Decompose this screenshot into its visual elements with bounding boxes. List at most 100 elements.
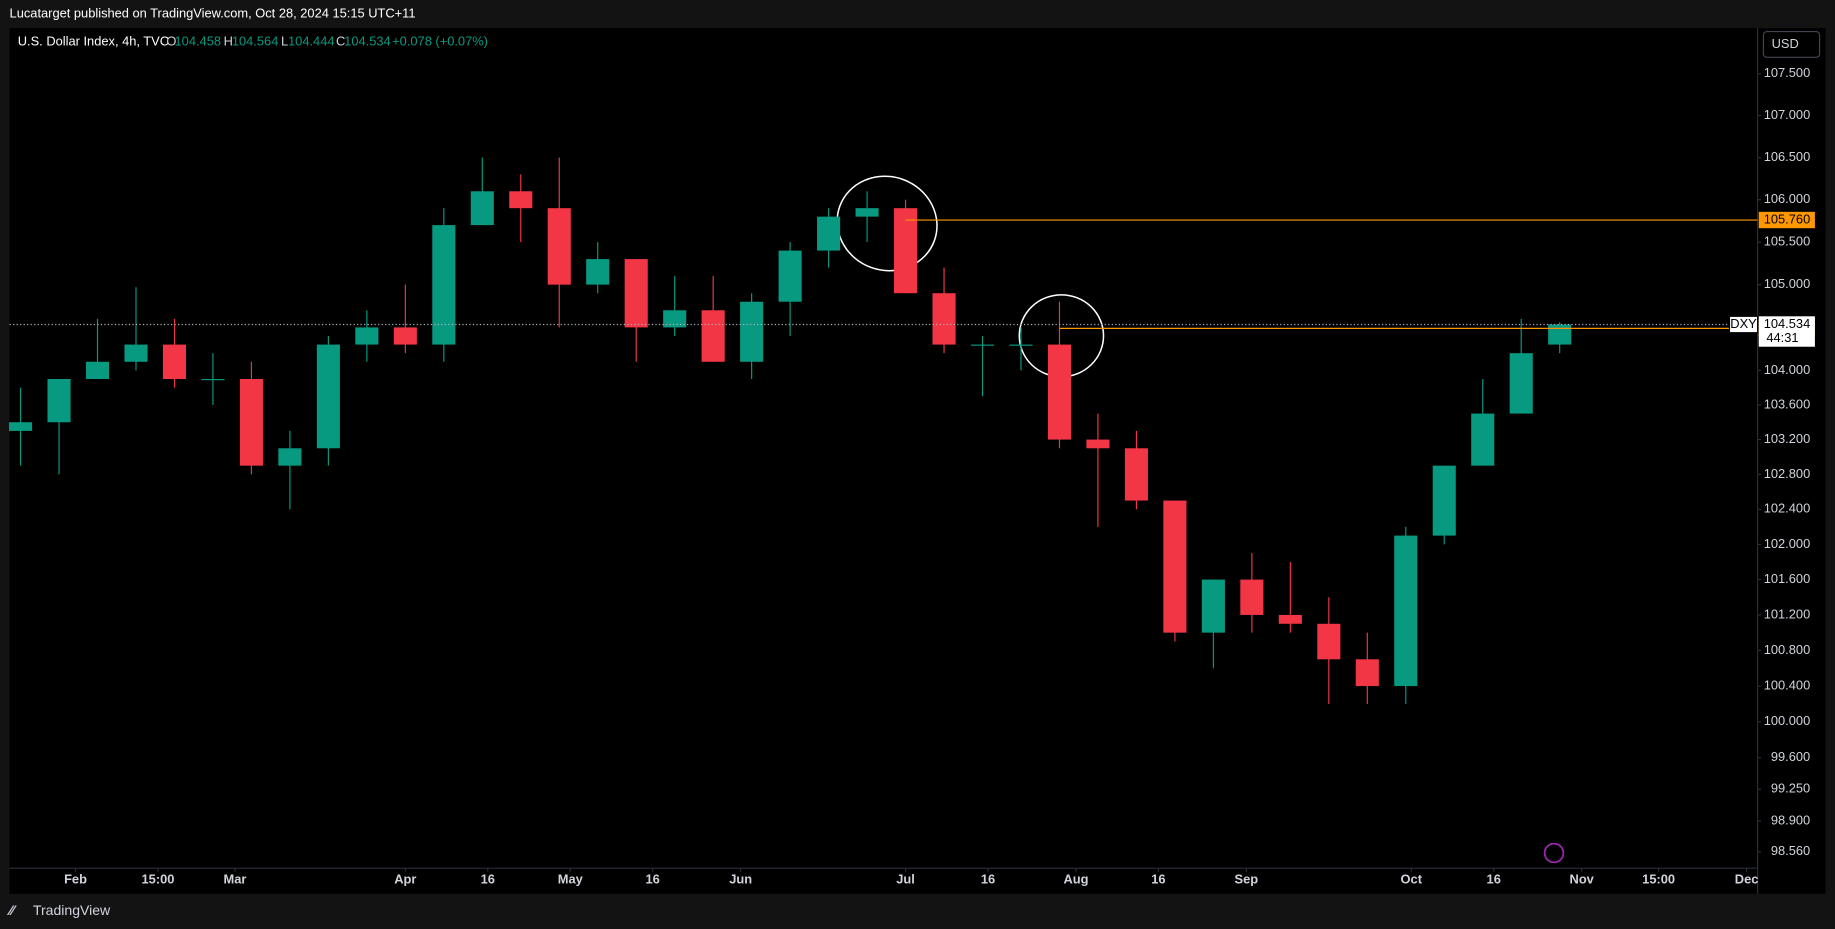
y-tick-label: 103.600 bbox=[1764, 396, 1810, 411]
x-tick-label: May bbox=[558, 871, 584, 886]
circle-annotation bbox=[836, 175, 938, 272]
candle-body bbox=[1201, 579, 1225, 633]
candle-body bbox=[278, 448, 302, 466]
y-tick-label: 98.900 bbox=[1771, 812, 1810, 827]
footer-logo: ⁄⁄ bbox=[7, 902, 17, 918]
candle-body bbox=[624, 259, 648, 328]
x-tick-label: Feb bbox=[64, 871, 87, 886]
y-tick-label: 101.600 bbox=[1764, 571, 1810, 586]
y-tick-label: 107.500 bbox=[1764, 65, 1810, 80]
y-tick-label: 102.000 bbox=[1764, 536, 1810, 551]
candle-body bbox=[1047, 344, 1072, 440]
y-tick-label: 104.000 bbox=[1764, 362, 1810, 377]
candle-body bbox=[355, 327, 379, 345]
candle-body bbox=[1355, 659, 1379, 687]
level-label-box bbox=[1758, 211, 1815, 229]
y-tick-label: 105.500 bbox=[1764, 233, 1810, 248]
l-value: 104.444 bbox=[288, 34, 334, 49]
x-tick-label: Aug bbox=[1063, 871, 1088, 886]
candle-body bbox=[1086, 439, 1110, 449]
x-tick-label: Apr bbox=[394, 871, 416, 886]
candle-body bbox=[894, 208, 918, 294]
y-tick-label: 98.560 bbox=[1771, 843, 1810, 858]
y-tick-label: 106.500 bbox=[1764, 149, 1810, 164]
candle-body bbox=[1509, 353, 1533, 414]
c-label: C bbox=[336, 34, 345, 49]
candle-body bbox=[1278, 614, 1302, 624]
x-tick-label: Sep bbox=[1235, 871, 1259, 886]
candle-body bbox=[932, 293, 956, 345]
o-value: 104.458 bbox=[175, 34, 221, 49]
candle-body bbox=[239, 379, 263, 466]
candle-body bbox=[778, 250, 802, 302]
x-tick-label: 16 bbox=[1151, 871, 1165, 886]
candle-body bbox=[124, 344, 148, 362]
candle-body bbox=[47, 379, 71, 423]
x-tick-label: 16 bbox=[981, 871, 995, 886]
candle-body bbox=[1163, 500, 1187, 633]
y-tick-label: 101.200 bbox=[1764, 606, 1810, 621]
alert-icon[interactable] bbox=[1543, 842, 1565, 864]
x-tick-label: 16 bbox=[1487, 871, 1501, 886]
y-tick-label: 100.000 bbox=[1764, 713, 1810, 728]
candle-body bbox=[1009, 344, 1033, 346]
candle-body bbox=[9, 422, 33, 431]
last-price-box bbox=[1758, 316, 1815, 347]
x-tick-label: Mar bbox=[223, 871, 246, 886]
symbol-box bbox=[1728, 315, 1759, 334]
x-tick-label: 16 bbox=[481, 871, 495, 886]
y-tick-label: 102.800 bbox=[1764, 466, 1810, 481]
x-tick-label: Nov bbox=[1570, 871, 1595, 886]
o-label: O bbox=[166, 34, 176, 49]
y-tick-label: 107.000 bbox=[1764, 107, 1810, 122]
candle-body bbox=[1394, 535, 1418, 687]
y-tick-label: 100.800 bbox=[1764, 642, 1810, 657]
candle-body bbox=[470, 191, 494, 226]
h-value: 104.564 bbox=[232, 34, 278, 49]
candle-body bbox=[586, 259, 610, 285]
candle-body bbox=[1124, 448, 1148, 501]
candle-body bbox=[393, 327, 417, 345]
y-tick-label: 100.400 bbox=[1764, 677, 1810, 692]
l-label: L bbox=[281, 34, 288, 49]
h-label: H bbox=[224, 34, 233, 49]
y-tick-label: 99.250 bbox=[1771, 781, 1810, 796]
candle-body bbox=[740, 301, 764, 362]
x-tick-label: 16 bbox=[646, 871, 660, 886]
currency-button[interactable] bbox=[1762, 31, 1821, 58]
y-tick-label: 102.400 bbox=[1764, 501, 1810, 516]
x-tick-label: Jul bbox=[896, 871, 915, 886]
countdown: 44:31 bbox=[1766, 330, 1798, 345]
y-tick-label: 105.000 bbox=[1764, 276, 1810, 291]
publisher: Lucatarget published on TradingView.com,… bbox=[10, 5, 416, 20]
candle-body bbox=[855, 208, 879, 217]
c-value: 104.534 bbox=[344, 34, 390, 49]
y-tick-label: 106.000 bbox=[1764, 191, 1810, 206]
candle-body bbox=[1317, 623, 1341, 660]
candle-body bbox=[201, 379, 225, 381]
candle-body bbox=[432, 225, 456, 345]
candle-body bbox=[85, 361, 110, 380]
symbol: U.S. Dollar Index, 4h, TVC bbox=[18, 34, 169, 49]
change: +0.078 (+0.07%) bbox=[392, 34, 488, 49]
chart-area bbox=[9, 28, 1826, 894]
candle-body bbox=[1240, 579, 1264, 615]
y-tick-label: 103.200 bbox=[1764, 431, 1810, 446]
candle-body bbox=[1548, 324, 1572, 345]
x-tick-label: 15:00 bbox=[142, 871, 175, 886]
currency[interactable]: USD bbox=[1772, 36, 1799, 51]
candle-body bbox=[162, 344, 187, 380]
candle-body bbox=[1432, 465, 1456, 536]
x-tick-label: Dec bbox=[1735, 871, 1759, 886]
level-label: 105.760 bbox=[1764, 211, 1810, 226]
candle-body bbox=[547, 208, 571, 285]
candle-body bbox=[1471, 413, 1495, 466]
last-price-label: 104.534 bbox=[1764, 316, 1810, 331]
x-tick-label: 15:00 bbox=[1642, 871, 1675, 886]
x-tick-label: Oct bbox=[1401, 871, 1423, 886]
candle-body bbox=[701, 310, 725, 362]
candle-body bbox=[663, 310, 687, 328]
footer-brand: TradingView bbox=[33, 902, 111, 918]
